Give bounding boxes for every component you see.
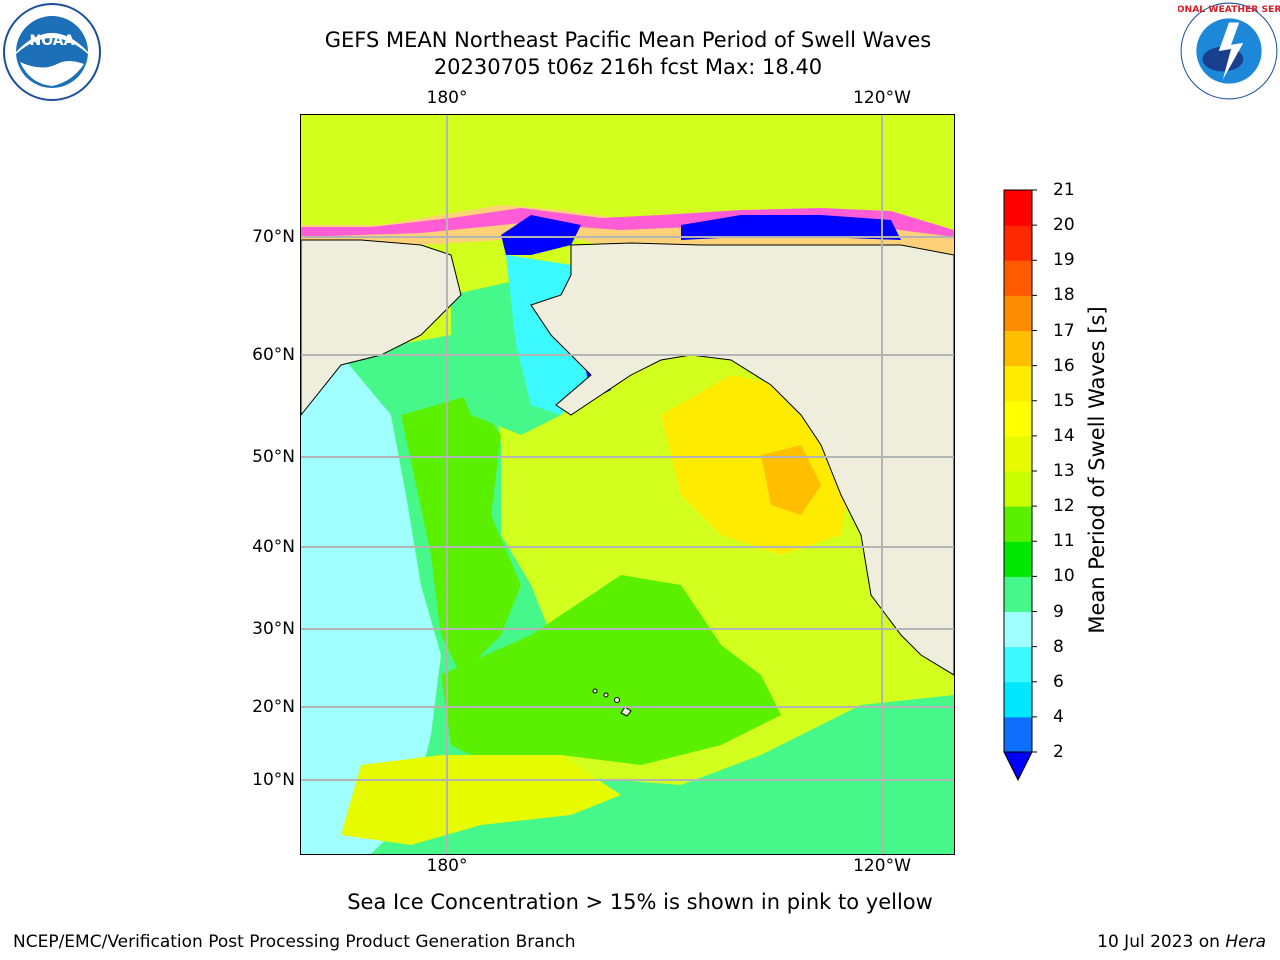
land-siberia [301,239,462,416]
colorbar-swatch [1004,681,1032,718]
lon-label-180-bottom: 180° [426,856,468,876]
footer-machine: Hera [1225,932,1266,952]
lat-label-50n: 50°N [252,447,295,467]
colorbar-swatch [1004,576,1032,612]
colorbar-tick-label: 19 [1053,250,1075,271]
colorbar-swatch [1004,400,1032,437]
colorbar-tick-label: 2 [1053,742,1064,762]
colorbar-tick-label: 12 [1053,496,1075,517]
colorbar-tick-label: 15 [1053,390,1075,411]
colorbar-swatch [1004,365,1032,402]
colorbar-tick-label: 21 [1053,180,1075,200]
map-gridlines [301,115,954,854]
colorbar-swatch [1004,611,1032,648]
colorbar-swatch [1004,330,1032,367]
colorbar-tick-label: 20 [1053,215,1075,236]
colorbar-tick-label: 18 [1053,285,1075,306]
lat-label-70n: 70°N [252,227,295,247]
lon-label-120w-bottom: 120°W [853,856,911,876]
nws-logo: NATIONAL WEATHER SERVICE [1178,2,1280,100]
map-plot [301,115,954,854]
colorbar-tick-label: 11 [1053,531,1075,552]
colorbar-tick-label: 9 [1053,601,1064,622]
colorbar [1003,189,1037,782]
lat-label-40n: 40°N [252,537,295,557]
colorbar-swatch [1004,646,1032,683]
colorbar-label: Mean Period of Swell Waves [s] [1085,306,1109,634]
swell-field-bright-green [401,395,521,675]
colorbar-tick-label: 17 [1053,320,1075,341]
colorbar-swatch [1004,295,1032,331]
colorbar-tick-label: 6 [1053,671,1064,692]
colorbar-tick-label: 14 [1053,425,1075,446]
chart-title: GEFS MEAN Northeast Pacific Mean Period … [324,28,932,52]
sea-ice-note: Sea Ice Concentration > 15% is shown in … [347,890,933,914]
swell-field-orange-ne [761,445,821,515]
colorbar-tick-label: 4 [1053,706,1064,727]
lat-label-30n: 30°N [252,619,295,639]
lon-label-180-top: 180° [426,88,468,108]
footer-date-text: 10 Jul 2023 on [1097,932,1226,952]
footer-branch: NCEP/EMC/Verification Post Processing Pr… [13,932,576,952]
chart-subtitle: 20230705 t06z 216h fcst Max: 18.40 [433,55,823,79]
colorbar-tick-label: 8 [1053,636,1064,657]
sea-ice-blue [501,215,581,255]
colorbar-swatch [1004,716,1032,753]
colorbar-swatch [1004,225,1032,261]
lat-label-10n: 10°N [252,770,295,790]
footer-date: 10 Jul 2023 on Hera [1097,932,1266,952]
sea-ice-blue-east [681,215,901,240]
colorbar-extend-arrow [1003,751,1033,782]
colorbar-tick-label: 16 [1053,355,1075,376]
colorbar-swatch [1004,435,1032,472]
noaa-logo: NOAA [3,3,101,101]
swell-field-yellow-south [341,755,621,845]
nws-logo-text: NATIONAL WEATHER SERVICE [1178,4,1280,15]
colorbar-tick-label: 13 [1053,461,1075,481]
swell-field-cyan-west [301,355,441,854]
swell-field-green-central [441,575,781,765]
colorbar-swatch [1004,190,1032,226]
lat-label-20n: 20°N [252,697,295,717]
colorbar-swatch [1004,260,1032,296]
colorbar-swatch [1004,506,1032,542]
noaa-logo-text: NOAA [30,33,75,49]
colorbar-tick-label: 10 [1053,566,1075,587]
hawaii-islands [592,688,632,717]
colorbar-swatch [1004,541,1032,577]
lat-label-60n: 60°N [252,345,295,365]
land-north-america [530,242,954,676]
colorbar-swatch [1004,471,1032,507]
lon-label-120w-top: 120°W [853,88,911,108]
